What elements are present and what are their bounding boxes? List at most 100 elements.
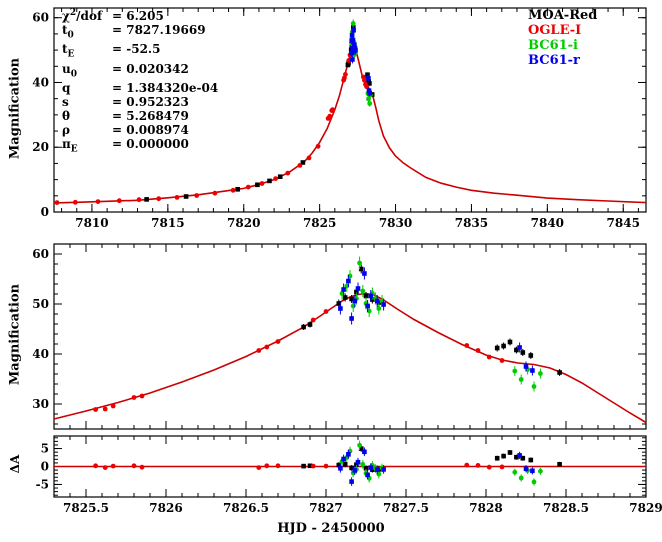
data-point [315,143,321,149]
data-point [352,468,358,473]
data-point [341,456,346,462]
y-tick-label: 30 [32,397,49,411]
data-point [352,42,357,48]
data-point [517,453,522,458]
data-point [338,306,343,311]
legend-item-bc61-r: BC61-r [528,53,580,68]
data-point [310,463,316,469]
data-point [531,479,537,485]
data-point [360,288,366,294]
fit-param-line: tE = -52.5 [62,42,161,60]
y-axis-label-residual: ΔA [8,454,22,474]
data-point [362,77,367,83]
data-point [336,301,342,306]
data-point [230,187,236,193]
data-point [523,466,529,471]
data-point [102,465,108,470]
data-point [363,293,369,299]
data-point [501,453,506,459]
data-point [381,302,386,307]
data-point [367,81,372,86]
data-point [346,278,351,284]
data-point [156,196,162,202]
data-point [323,309,329,314]
data-point [343,72,348,77]
data-point [110,403,116,409]
data-point [374,298,380,304]
fit-param-line: ρ = 0.008974 [62,123,189,138]
y-tick-label: 60 [32,247,49,261]
panel-top: 7810 7815 7820 7825 7830 7835 7840 7845 0 20 40 60 [32,7,647,230]
data-point [486,354,492,360]
data-point [514,454,519,460]
data-point [131,463,137,469]
data-point [341,287,346,292]
data-point [327,113,333,119]
data-point [330,107,335,113]
data-point [530,368,535,373]
data-point [275,339,281,344]
data-point [264,344,270,350]
legend-item-ogle-i: OGLE-I [528,23,582,38]
data-point [360,461,366,467]
data-point [358,446,364,451]
x-tick-label: 7815 [151,216,184,230]
data-point [275,463,281,469]
data-point [366,76,371,81]
data-point [538,371,543,376]
data-point [512,469,518,475]
data-point [338,466,343,471]
data-point [342,295,348,300]
data-point [352,298,358,304]
legend: MOA-Red OGLE-I BC61-i BC61-r [528,8,597,68]
data-point [362,271,367,276]
data-point [366,96,371,102]
data-point [512,368,518,374]
y-tick-label: 40 [32,75,49,89]
data-point [349,465,354,471]
data-point [528,457,534,463]
data-point [349,296,354,302]
y-tick-label: 0 [41,205,49,219]
data-point [374,467,380,472]
data-point [346,58,352,63]
data-point [183,194,189,199]
data-point [212,190,218,196]
x-tick-label: 7835 [455,216,488,230]
fit-param-line: t0 = 7827.19669 [62,23,206,41]
data-point [354,289,359,295]
data-point [507,339,513,345]
x-tick-label: 7820 [227,216,260,230]
data-point [277,174,283,179]
data-point [273,176,278,182]
data-point [365,303,370,309]
x-tick-label: 7826.5 [223,501,269,515]
data-point [557,370,562,375]
y-tick-label: 20 [32,140,49,154]
data-point [494,345,500,351]
data-point [350,37,356,43]
data-point [346,61,351,66]
data-point [350,21,356,26]
data-point [349,50,354,56]
data-point [174,195,180,200]
data-point [499,358,505,363]
data-point [54,200,60,206]
x-tick-label: 7840 [531,216,564,230]
data-point [300,160,306,165]
data-point [351,28,356,33]
data-point [342,462,348,467]
data-point [139,393,145,399]
model-curve [53,292,647,424]
y-tick-label: 60 [32,11,49,25]
x-tick-label: 7827 [309,501,342,515]
x-axis-label: HJD - 2450000 [277,521,385,536]
data-point [256,348,262,353]
data-point [354,462,359,467]
x-tick-label: 7828.5 [543,501,589,515]
data-point [367,90,372,96]
data-point [349,479,354,484]
data-point [301,324,306,330]
data-point [523,364,529,369]
